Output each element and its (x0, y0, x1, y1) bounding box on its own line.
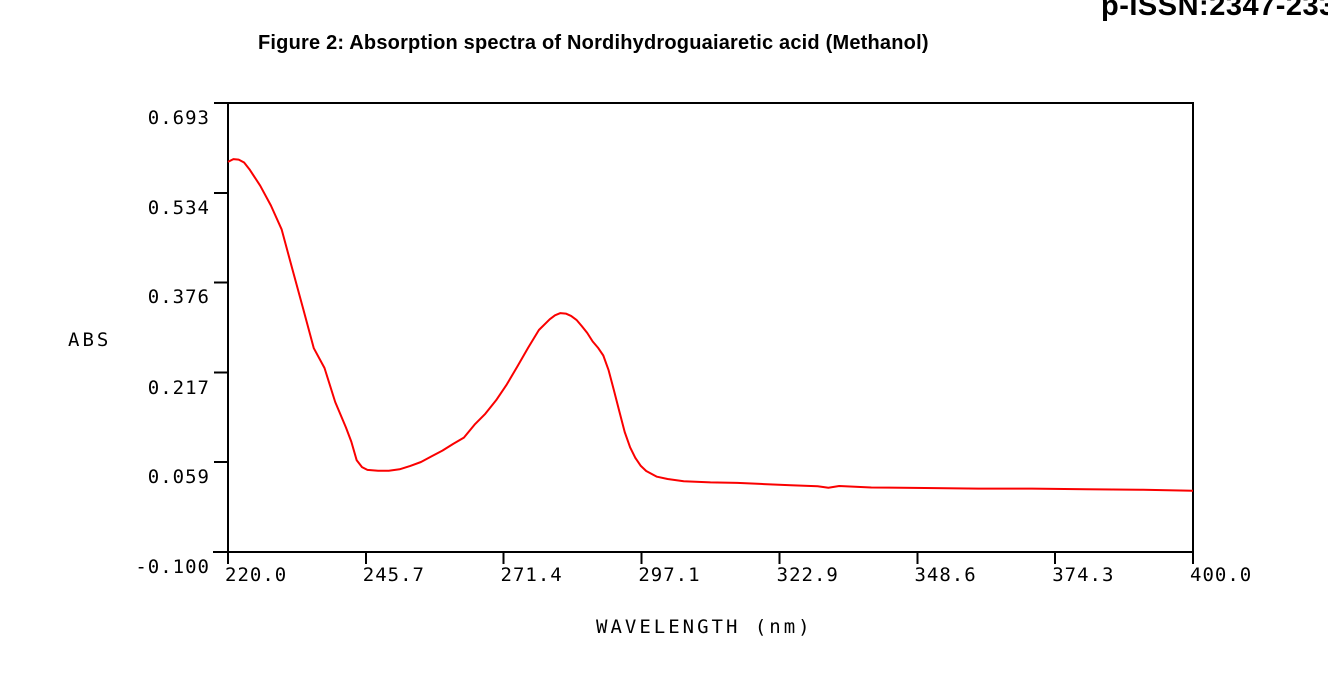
x-tick-label: 322.9 (776, 564, 839, 586)
y-tick-label: 0.693 (147, 107, 210, 129)
y-tick-label: -0.100 (135, 556, 210, 578)
absorption-curve (227, 158, 1194, 492)
x-tick-label: 245.7 (362, 564, 425, 586)
x-tick-label: 297.1 (638, 564, 701, 586)
x-tick-label: 220.0 (225, 564, 288, 586)
y-tick-label: 0.217 (147, 376, 210, 399)
x-axis-label: WAVELENGTH (nm) (596, 616, 813, 638)
figure-caption: Figure 2: Absorption spectra of Nordihyd… (258, 32, 929, 54)
x-tick-label: 271.4 (500, 564, 563, 586)
x-tick-label: 400.0 (1190, 564, 1253, 586)
journal-issn-text: p-ISSN:2347-233 (1101, 0, 1328, 22)
x-tick-label: 348.6 (914, 564, 977, 586)
plot-frame (213, 102, 1194, 553)
y-tick-label: 0.059 (147, 465, 210, 488)
y-tick-label: 0.376 (147, 286, 210, 309)
y-tick-label: 0.534 (147, 197, 210, 220)
axis-tick-marks (214, 102, 1194, 564)
x-tick-label: 374.3 (1052, 564, 1115, 586)
y-axis-label: ABS (68, 329, 112, 351)
